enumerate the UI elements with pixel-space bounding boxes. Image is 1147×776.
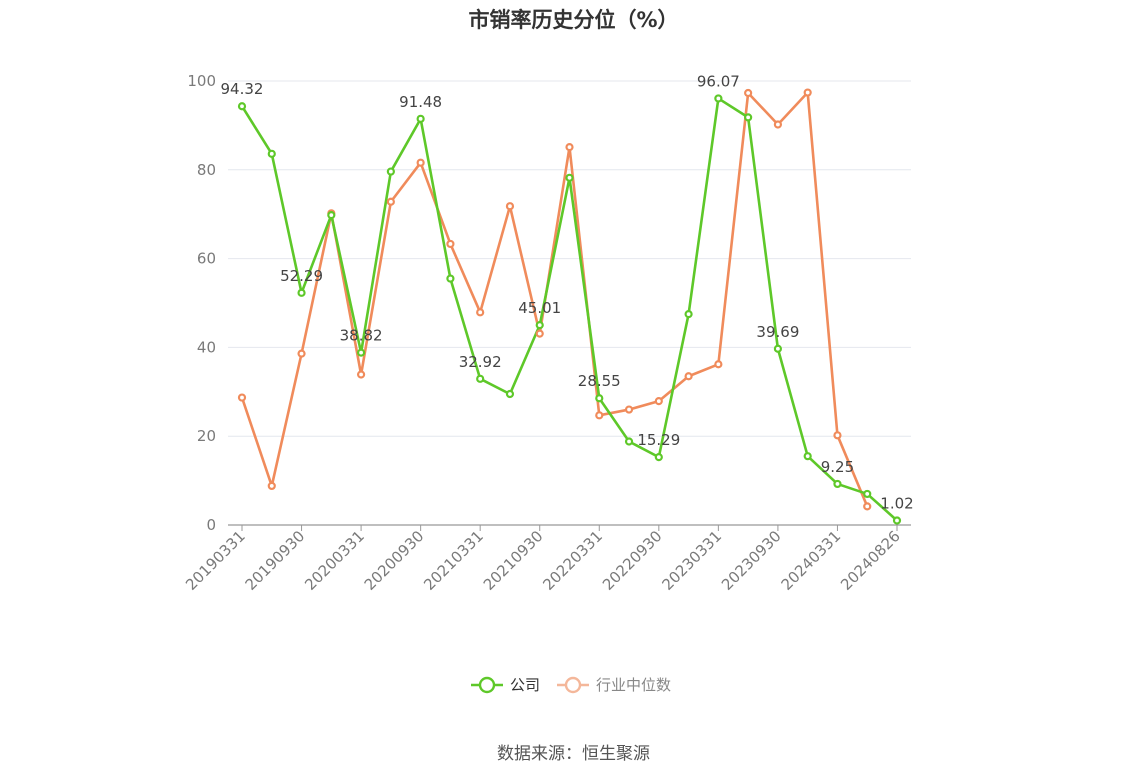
data-point [327,210,336,220]
data-point [714,94,723,103]
data-point [237,393,247,402]
data-point [744,88,753,98]
chart-title: 市销率历史分位（%） [468,8,679,32]
x-tick-label: 20200930 [361,527,428,594]
data-point [535,329,544,338]
data-point [744,113,753,122]
data-point [595,394,604,403]
data-point [386,167,395,176]
y-tick-label: 0 [206,516,216,534]
data-label: 45.01 [518,299,561,317]
data-label: 32.92 [459,353,502,371]
data-point [624,405,634,414]
x-tick-label: 20240826 [837,527,904,594]
data-point [773,344,783,353]
y-tick-label: 100 [187,72,216,90]
data-point [535,321,544,330]
data-point [505,389,515,399]
grid-lines [228,80,911,437]
data-point [803,452,812,461]
x-tick-label: 20210930 [480,527,547,594]
x-tick-label: 20240331 [778,527,845,594]
data-label: 1.02 [880,494,913,512]
y-tick-label: 80 [197,161,216,179]
data-point [356,370,366,379]
data-point [267,149,276,158]
data-point [476,374,485,383]
legend-label: 公司 [510,676,540,694]
series-lines [240,91,898,522]
data-point [684,372,693,381]
data-point [714,360,723,369]
data-point [684,310,693,319]
data-label: 91.48 [399,93,442,111]
series-line-0 [240,97,898,522]
legend-marker [478,676,496,694]
data-point [446,274,455,283]
data-point [565,143,574,152]
data-point [416,114,425,123]
data-point [416,158,425,167]
data-label: 94.32 [221,80,264,98]
data-label: 28.55 [578,372,621,390]
data-point [773,120,783,129]
x-tick-label: 20220930 [599,527,666,594]
data-point [654,453,663,462]
data-label: 15.29 [637,431,680,449]
data-point [833,431,842,440]
data-labels: 94.32 52.29 38.82 91.48 32.92 45.01 28.55 15.29… [221,72,914,512]
legend: 公司 行业中位数 [471,676,671,694]
data-point [863,502,872,511]
data-point [446,239,455,249]
data-point [654,397,663,406]
source-note: 数据来源：恒生聚源 [497,744,650,764]
legend-label: 行业中位数 [596,676,671,694]
x-tick-label: 20190930 [242,527,309,594]
data-point [356,348,366,357]
data-label: 39.69 [756,323,799,341]
data-point [297,349,306,358]
data-point [267,481,276,491]
y-tick-label: 40 [197,338,216,356]
y-tick-label: 20 [197,427,216,445]
x-tick-label: 20230930 [718,527,785,594]
data-point [863,489,872,499]
data-point [237,102,247,111]
series-points [237,88,902,525]
data-label: 38.82 [340,327,383,345]
data-label: 52.29 [280,267,323,285]
legend-marker [564,676,582,694]
data-point [624,437,634,446]
x-tick-label: 20210331 [420,527,487,594]
data-label: 96.07 [697,72,740,90]
x-tick-label: 20230331 [658,527,725,594]
data-point [595,411,604,420]
x-tick-label: 20190331 [182,527,249,594]
data-point [476,308,485,317]
data-point [833,479,842,489]
data-point [505,202,515,211]
data-point [892,516,902,525]
data-point [803,88,812,97]
data-point [565,173,574,182]
x-tick-label: 20200331 [301,527,368,594]
x-tick-label: 20220331 [539,527,606,594]
data-point [386,197,395,206]
data-label: 9.25 [821,458,854,476]
y-tick-label: 60 [197,250,216,268]
data-point [297,288,306,297]
series-line-1 [240,91,869,507]
axes: 0 20 40 60 80 100 2019033120190930202003312020… [182,72,911,594]
